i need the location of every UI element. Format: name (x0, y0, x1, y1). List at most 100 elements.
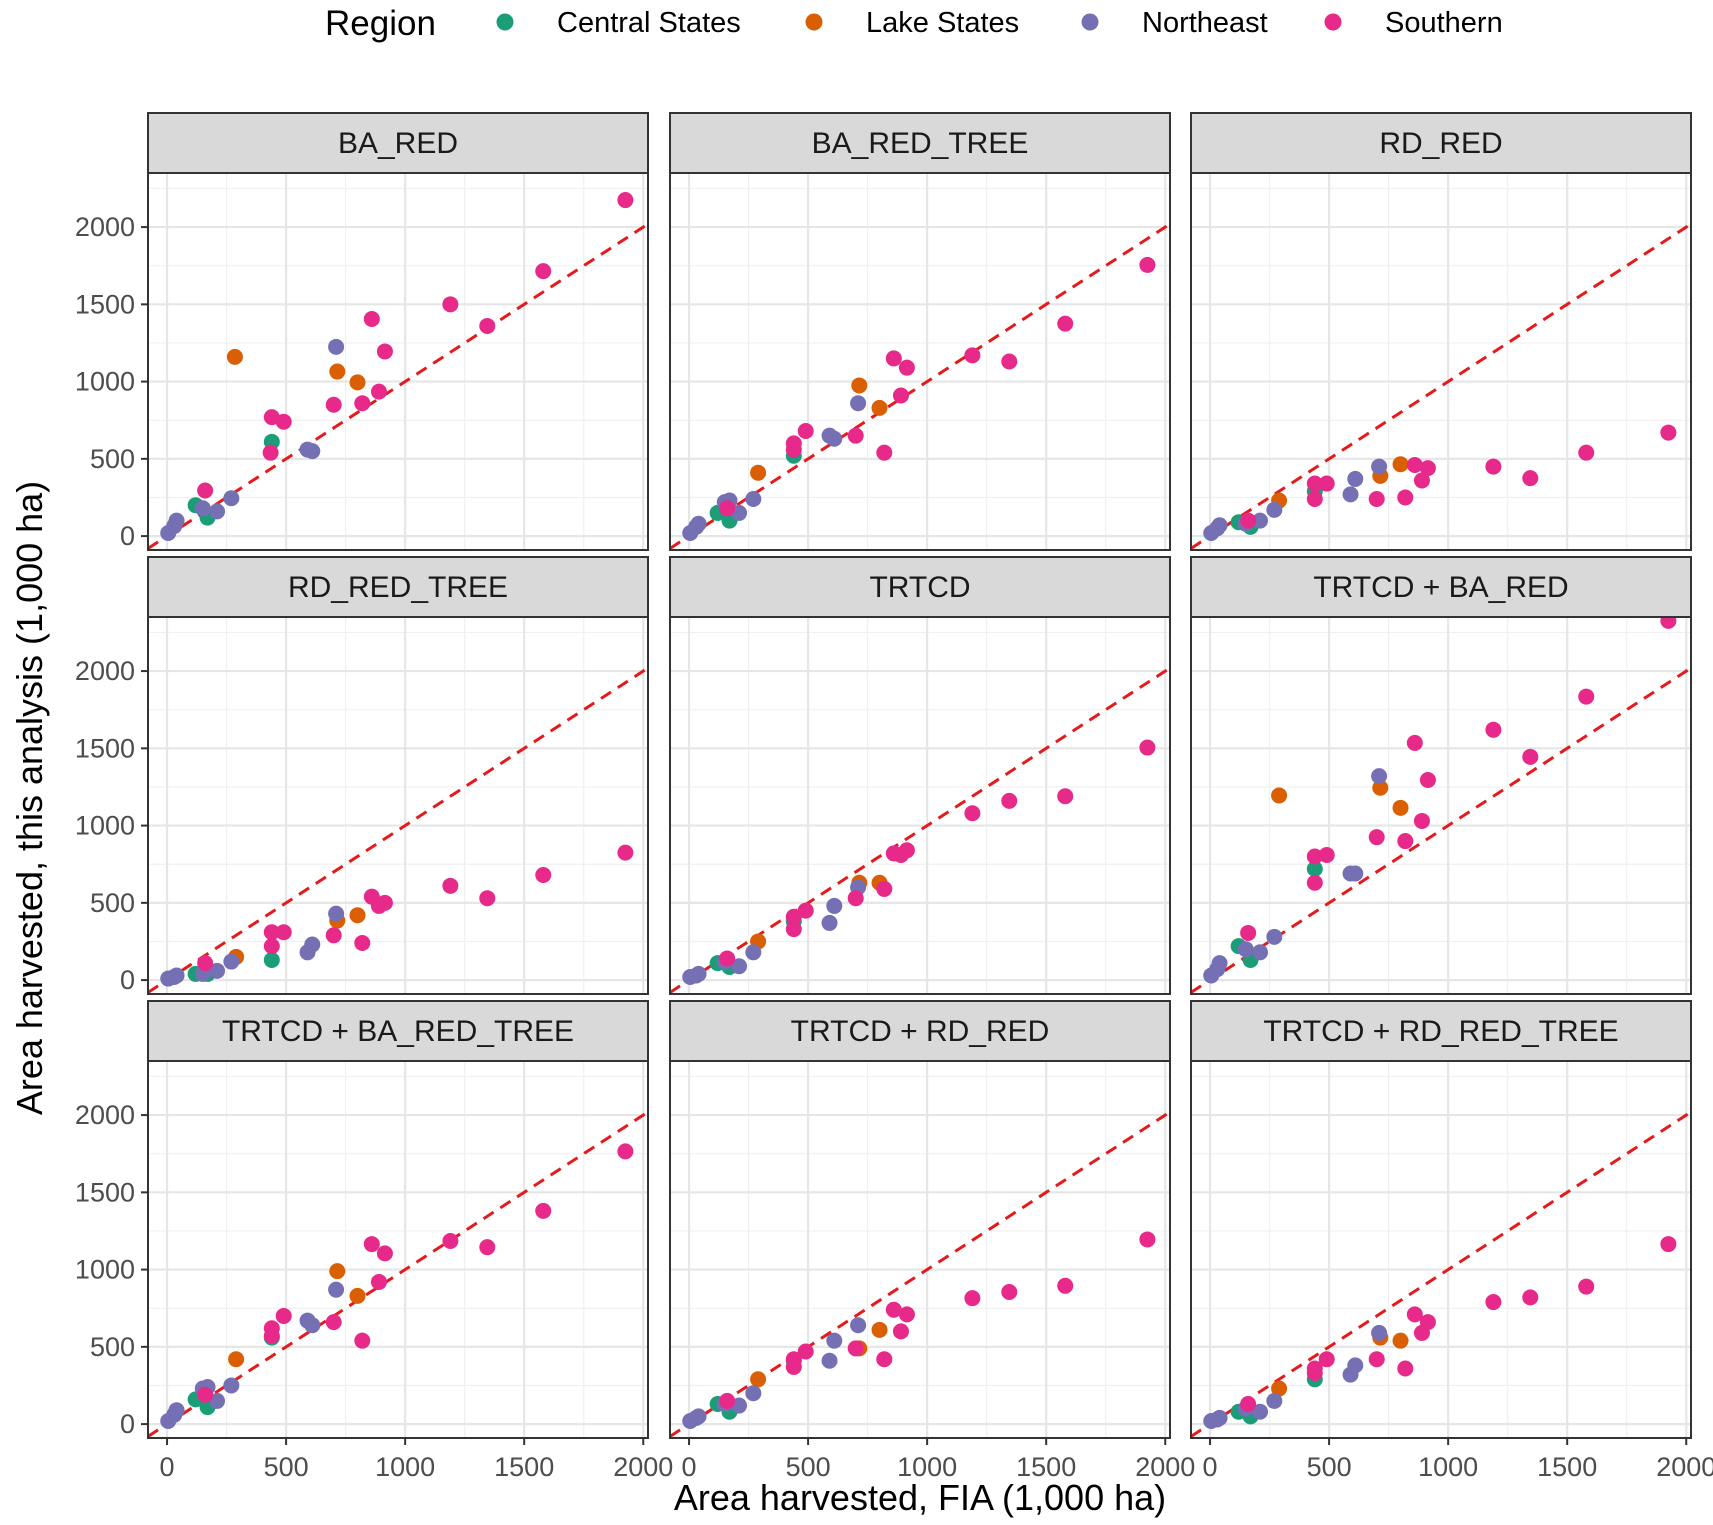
data-point-lake-states (349, 374, 366, 391)
data-point-northeast (304, 936, 321, 953)
data-point-southern (719, 1392, 736, 1409)
data-point-southern (964, 805, 981, 822)
data-point-northeast (745, 944, 762, 961)
data-point-southern (1578, 1278, 1595, 1295)
data-point-southern (1485, 721, 1502, 738)
data-point-southern (785, 921, 802, 938)
data-point-southern (617, 844, 634, 861)
data-point-southern (785, 435, 802, 452)
legend-label: Northeast (1142, 7, 1268, 39)
data-point-southern (797, 902, 814, 919)
facet-strip-label: BA_RED (338, 127, 458, 160)
facet-strip (1190, 112, 1692, 174)
data-point-northeast (1371, 458, 1388, 475)
data-point-southern (785, 908, 802, 925)
data-point-lake-states (228, 1351, 245, 1368)
data-point-southern (354, 1332, 371, 1349)
data-point-southern (876, 444, 893, 461)
data-point-southern (1139, 739, 1156, 756)
panel-points (682, 739, 1156, 986)
facet-strip (147, 112, 649, 174)
data-point-southern (354, 935, 371, 952)
data-point-northeast (1252, 944, 1269, 961)
data-point-southern (1397, 833, 1414, 850)
data-point-northeast (1266, 1392, 1283, 1409)
data-point-lake-states (871, 1321, 888, 1338)
panel-border (669, 172, 1171, 551)
data-point-lake-states (1392, 1332, 1409, 1349)
x-tick-label: 500 (786, 1452, 831, 1482)
panel-border (147, 172, 649, 551)
data-point-southern (1660, 424, 1677, 441)
data-point-southern (617, 1143, 634, 1160)
data-point-northeast (826, 897, 843, 914)
facet-strip-label: RD_RED (1379, 127, 1502, 160)
data-point-southern (1318, 846, 1335, 863)
data-point-southern (1485, 458, 1502, 475)
data-point-southern (847, 890, 864, 907)
data-point-lake-states (1372, 779, 1389, 796)
data-point-southern (479, 890, 496, 907)
data-point-southern (275, 924, 292, 941)
data-point-southern (1522, 470, 1539, 487)
data-point-southern (719, 950, 736, 967)
data-point-lake-states (1392, 456, 1409, 473)
data-point-northeast (690, 1408, 707, 1425)
legend-label: Central States (557, 7, 741, 39)
x-tick-label: 1000 (1418, 1452, 1478, 1482)
facet-panel: TRTCD (669, 556, 1171, 995)
data-point-southern (892, 1323, 909, 1340)
data-point-lake-states (349, 907, 366, 924)
panel-background (670, 173, 1170, 550)
data-point-southern (325, 927, 342, 944)
data-point-northeast (1211, 1409, 1228, 1426)
x-tick-label: 1000 (897, 1452, 957, 1482)
y-tick-label: 1500 (75, 733, 135, 763)
data-point-lake-states (349, 1287, 366, 1304)
data-point-northeast (168, 967, 185, 984)
data-point-southern (535, 263, 552, 280)
data-point-northeast (821, 1352, 838, 1369)
legend-entry: Lake States (805, 7, 1019, 39)
data-point-southern (797, 423, 814, 440)
data-point-southern (892, 387, 909, 404)
facet-strip (147, 556, 649, 618)
x-tick-label: 2000 (1656, 1452, 1713, 1482)
panel-points (1203, 617, 1677, 984)
data-point-southern (1240, 512, 1257, 529)
data-point-southern (1318, 1351, 1335, 1368)
data-point-southern (325, 1314, 342, 1331)
facet-strip (669, 1000, 1171, 1062)
facet-panel: RD_RED (1190, 112, 1692, 551)
data-point-southern (1001, 792, 1018, 809)
data-point-southern (1660, 617, 1677, 629)
data-point-southern (898, 1306, 915, 1323)
data-point-southern (442, 1233, 459, 1250)
data-point-southern (1578, 688, 1595, 705)
data-point-northeast (223, 490, 240, 507)
data-point-southern (847, 1340, 864, 1357)
data-point-southern (370, 1273, 387, 1290)
data-point-southern (1522, 748, 1539, 765)
data-point-northeast (850, 395, 867, 412)
data-point-northeast (1342, 486, 1359, 503)
data-point-southern (376, 343, 393, 360)
legend-entry: Southern (1324, 7, 1503, 39)
facet-panel: BA_RED 0 500 1000 1500 2000 (75, 112, 649, 551)
data-point-southern (1406, 457, 1423, 474)
data-point-southern (1318, 475, 1335, 492)
data-point-lake-states (1392, 799, 1409, 816)
data-point-northeast (690, 965, 707, 982)
data-point-southern (1139, 1231, 1156, 1248)
data-point-northeast (209, 503, 226, 520)
data-point-southern (1306, 491, 1323, 508)
y-tick-label: 1000 (75, 1255, 135, 1285)
legend-entry: Central States (496, 7, 741, 39)
data-point-northeast (304, 443, 321, 460)
data-point-northeast (168, 1402, 185, 1419)
data-point-northeast (328, 338, 345, 355)
legend-entry: Northeast (1081, 7, 1268, 39)
data-point-southern (1139, 256, 1156, 273)
data-point-southern (275, 1307, 292, 1324)
data-point-southern (1419, 460, 1436, 477)
